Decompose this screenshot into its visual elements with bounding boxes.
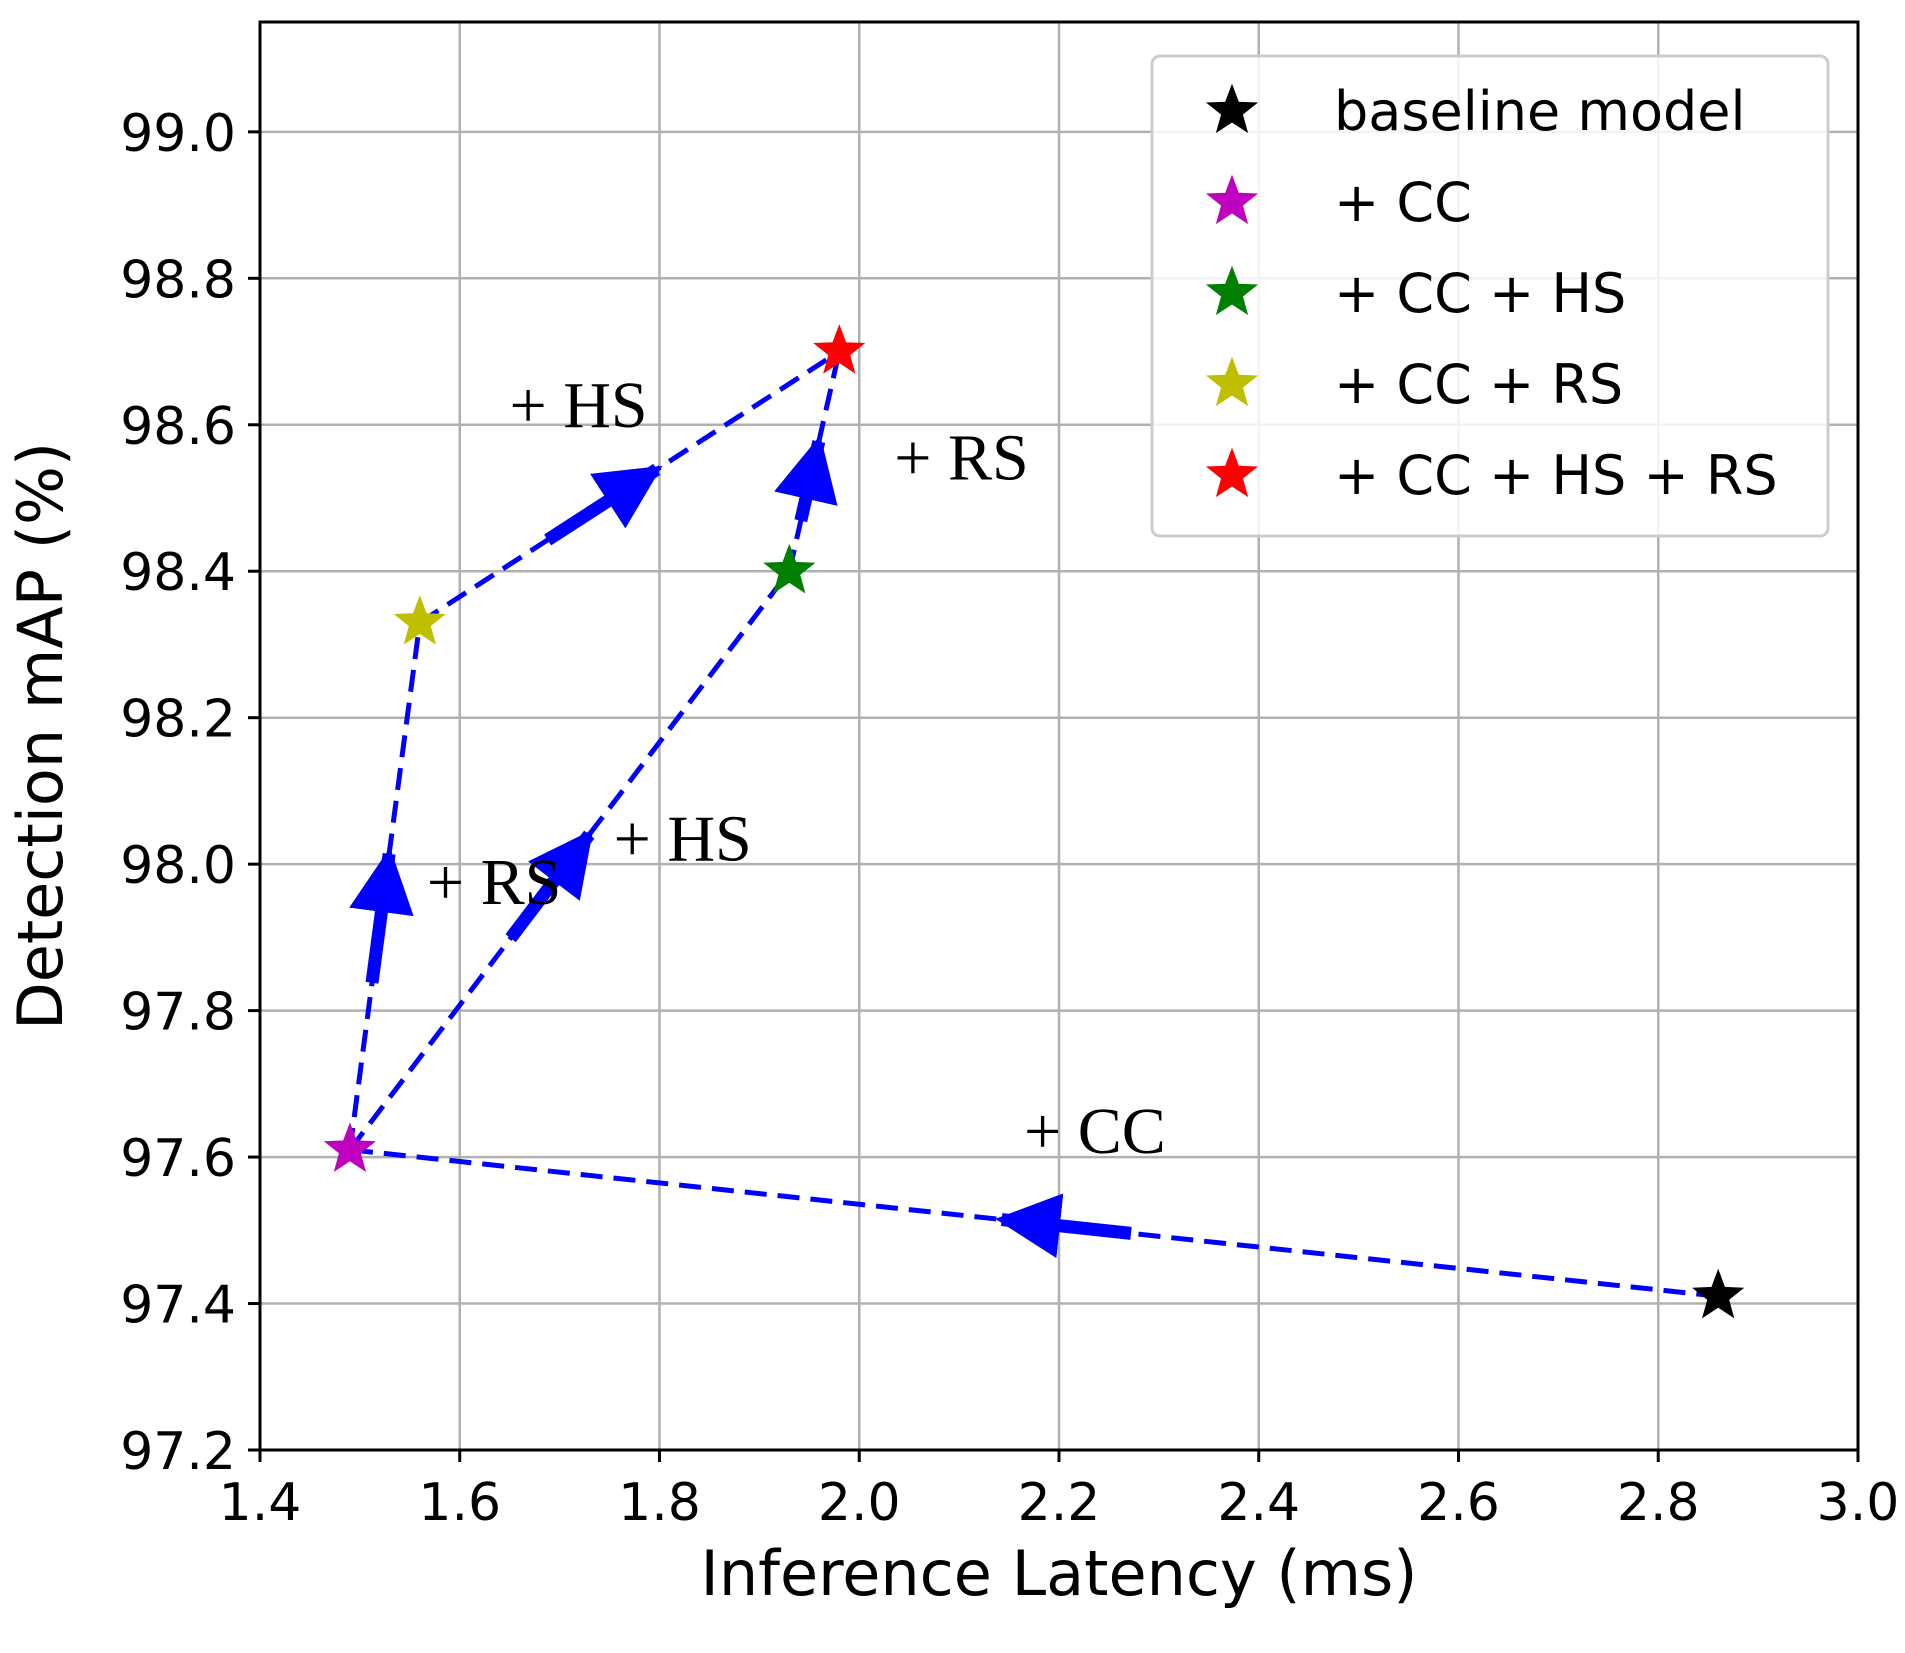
transition-label: + CC <box>1024 1095 1166 1168</box>
x-tick-label: 1.8 <box>618 1473 701 1533</box>
legend-marker <box>1205 174 1259 225</box>
x-tick-label: 2.8 <box>1617 1473 1700 1533</box>
transition-label: + HS <box>614 802 752 875</box>
data-point-star <box>393 595 446 645</box>
y-tick-label: 98.0 <box>120 836 236 896</box>
data-point-star <box>1692 1268 1745 1319</box>
transition-lines <box>347 349 1719 1299</box>
axis-ticks: 1.4 1.6 1.8 2.0 2.2 2.4 2.6 2.8 3.0 97.2 97.4 97.6 9… <box>120 104 1899 1533</box>
y-tick-label: 98.2 <box>120 690 236 750</box>
transition-arrow <box>995 1193 1132 1259</box>
transition-arrow <box>544 463 663 546</box>
transition-label: + RS <box>894 421 1028 494</box>
data-point-star <box>763 543 816 594</box>
data-point-star <box>323 1122 376 1172</box>
y-tick-label: 97.4 <box>120 1276 236 1336</box>
x-tick-label: 2.6 <box>1417 1473 1500 1533</box>
x-tick-label: 2.4 <box>1217 1473 1300 1533</box>
legend-label: + CC <box>1334 171 1472 234</box>
legend-label: + CC + HS <box>1334 262 1626 325</box>
legend-label: + CC + HS + RS <box>1334 444 1778 507</box>
y-tick-label: 98.6 <box>120 397 236 457</box>
legend-label: baseline model <box>1334 80 1746 143</box>
legend-marker <box>1205 356 1259 407</box>
x-tick-label: 1.4 <box>219 1473 302 1533</box>
y-tick-label: 97.8 <box>120 983 236 1043</box>
y-axis-label: Detection mAP (%) <box>4 442 77 1030</box>
x-tick-label: 2.2 <box>1018 1473 1101 1533</box>
legend-marker <box>1205 447 1259 498</box>
annotations: + CC + RS + HS + HS + RS <box>427 369 1166 1168</box>
transition-label: + RS <box>427 846 561 919</box>
x-tick-label: 2.0 <box>818 1473 901 1533</box>
transition-arrow <box>505 829 595 943</box>
legend-marker <box>1205 83 1259 134</box>
x-tick-label: 1.6 <box>418 1473 501 1533</box>
legend-label: + CC + RS <box>1334 353 1623 416</box>
y-tick-label: 98.4 <box>120 543 236 603</box>
transition-arrow <box>349 847 414 984</box>
legend-box <box>1150 54 1830 538</box>
data-points <box>323 324 1745 1319</box>
y-tick-label: 97.2 <box>120 1422 236 1482</box>
legend-marker <box>1205 265 1259 316</box>
x-axis-label: Inference Latency (ms) <box>701 1537 1418 1610</box>
y-tick-label: 97.6 <box>120 1129 236 1189</box>
y-tick-label: 99.0 <box>120 104 236 164</box>
transition-label: + HS <box>510 369 648 442</box>
data-point-star <box>813 324 866 374</box>
y-tick-label: 98.8 <box>120 250 236 310</box>
transition-arrow <box>774 435 838 523</box>
x-tick-label: 3.0 <box>1817 1473 1900 1533</box>
legend: baseline model + CC + CC + HS + CC + RS + CC… <box>1150 54 1830 538</box>
